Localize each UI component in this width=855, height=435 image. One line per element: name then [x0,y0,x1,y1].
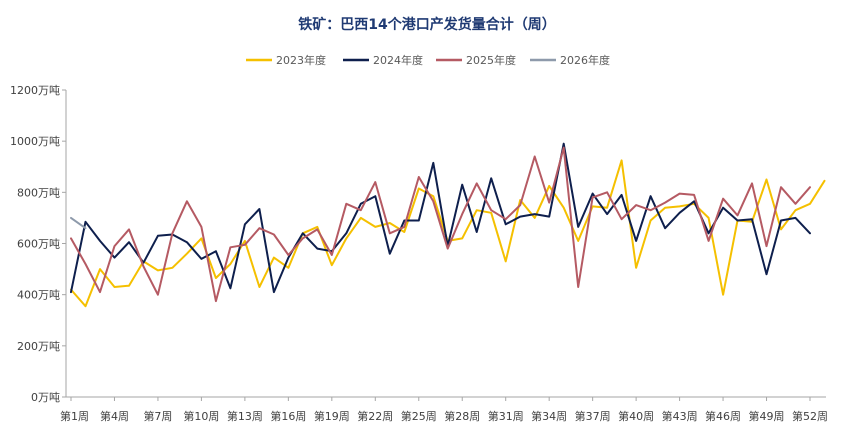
x-tick-label: 第46周 [705,409,741,423]
y-tick-label: 0万吨 [31,391,60,404]
x-tick-label: 第52周 [792,409,828,423]
x-tick-label: 第49周 [749,409,785,423]
x-tick-label: 第34周 [531,409,567,423]
x-tick-label: 第28周 [444,409,480,423]
y-tick-label: 1000万吨 [10,135,60,148]
x-tick-label: 第40周 [618,409,654,423]
x-tick-label: 第43周 [662,409,698,423]
series-line-2026年度 [70,216,87,230]
legend-label: 2023年度 [276,53,326,67]
x-tick-label: 第4周 [100,409,129,423]
x-tick-label: 第10周 [183,409,219,423]
legend-label: 2024年度 [373,53,423,67]
series-line-2024年度 [70,142,811,294]
y-tick-label: 600万吨 [17,238,60,251]
series-line-2025年度 [70,146,811,303]
chart-title: 铁矿：巴西14个港口产发货量合计（周） [298,16,555,33]
legend-label: 2026年度 [560,53,610,67]
y-tick-label: 800万吨 [17,186,60,199]
y-tick-label: 1200万吨 [10,84,60,97]
x-tick-label: 第7周 [143,409,172,423]
x-tick-label: 第22周 [357,409,393,423]
x-tick-label: 第13周 [227,409,263,423]
x-tick-label: 第31周 [488,409,524,423]
y-tick-label: 400万吨 [17,289,60,302]
y-tick-label: 200万吨 [17,340,60,353]
x-tick-label: 第16周 [270,409,306,423]
x-tick-label: 第37周 [575,409,611,423]
x-tick-label: 第1周 [60,409,89,423]
legend-label: 2025年度 [466,53,516,67]
x-tick-label: 第25周 [401,409,437,423]
x-tick-label: 第19周 [314,409,350,423]
